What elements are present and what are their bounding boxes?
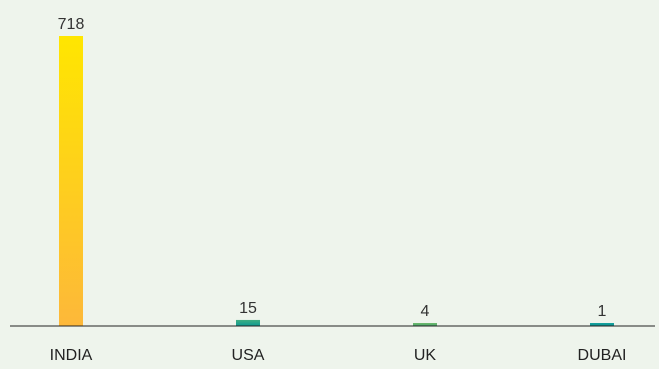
- x-tick-labels-group: INDIA USA UK DUBAI: [50, 347, 627, 364]
- bar-usa: [236, 319, 260, 326]
- x-tick-label-india: INDIA: [50, 347, 93, 364]
- bars-group: [59, 36, 614, 326]
- bar-india: [59, 36, 83, 326]
- bar-dubai: [590, 323, 614, 326]
- value-label-india: 718: [58, 16, 85, 33]
- value-label-usa: 15: [239, 300, 257, 317]
- x-tick-label-uk: UK: [414, 347, 437, 364]
- value-label-dubai: 1: [598, 303, 607, 320]
- value-labels-group: 718 15 4 1: [58, 16, 607, 320]
- bar-uk: [413, 323, 437, 326]
- x-tick-label-usa: USA: [232, 347, 265, 364]
- value-label-uk: 4: [421, 303, 430, 320]
- x-tick-label-dubai: DUBAI: [578, 347, 627, 364]
